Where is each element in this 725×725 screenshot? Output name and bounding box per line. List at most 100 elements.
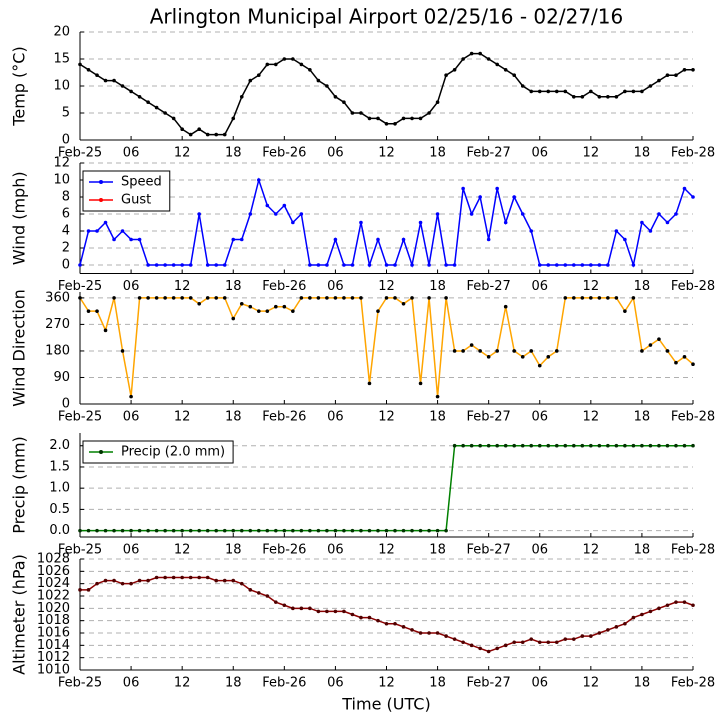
data-point [427, 296, 431, 300]
data-point [435, 631, 440, 635]
data-point [418, 116, 423, 121]
data-point [631, 89, 636, 94]
data-point [350, 296, 355, 300]
data-point [512, 195, 517, 199]
data-point [342, 528, 346, 533]
x-tick-label: 18 [429, 543, 446, 558]
x-tick-label: 06 [327, 543, 344, 558]
data-point [546, 640, 551, 645]
data-point [239, 95, 244, 99]
data-point [452, 263, 457, 267]
data-point [648, 229, 653, 233]
x-tick-label: 12 [378, 410, 395, 425]
data-point [154, 528, 159, 533]
data-point [248, 528, 253, 533]
data-point [623, 621, 627, 626]
x-tick-label: 12 [174, 676, 191, 691]
data-point [401, 625, 406, 629]
data-point [410, 528, 414, 533]
data-point [461, 443, 465, 448]
data-point [274, 600, 278, 604]
y-axis-label: Precip (mm) [10, 436, 29, 534]
x-tick-label: Feb-25 [58, 279, 102, 294]
y-tick-label: 1.5 [49, 459, 70, 474]
data-point [529, 637, 534, 641]
y-tick-label: 1024 [37, 576, 70, 591]
data-point [342, 609, 346, 614]
data-point [256, 591, 261, 595]
data-point [606, 95, 610, 99]
data-point [486, 443, 491, 448]
x-tick-label: Feb-26 [262, 279, 306, 294]
x-tick-label: Feb-28 [671, 410, 715, 425]
data-point [674, 360, 678, 365]
data-point [129, 528, 133, 533]
data-point [95, 528, 99, 533]
x-tick-label: 18 [634, 146, 651, 161]
data-point [648, 609, 653, 614]
data-point [291, 606, 295, 611]
panel: Wind Direction 0 90 180 270 360 Feb-25 06 12 18 Fe… [10, 289, 716, 424]
data-point [682, 600, 687, 604]
data-point [231, 528, 236, 533]
data-point [631, 263, 636, 267]
data-point [120, 229, 125, 233]
x-tick-label: 12 [583, 543, 600, 558]
data-point [486, 57, 491, 61]
data-point [256, 73, 261, 77]
data-point [537, 263, 542, 267]
data-point [325, 296, 329, 300]
y-tick-label: 1016 [37, 626, 70, 641]
data-point [137, 528, 142, 533]
legend-marker [99, 450, 103, 454]
data-point [171, 528, 176, 533]
x-tick-label: Feb-27 [467, 279, 511, 294]
data-point [503, 643, 508, 648]
data-point [572, 443, 576, 448]
data-point [86, 68, 91, 72]
data-point [572, 263, 576, 267]
data-point [171, 116, 176, 121]
data-point [129, 394, 133, 399]
data-point [180, 296, 184, 300]
data-point [282, 203, 287, 208]
data-point [597, 263, 602, 267]
data-point [478, 349, 482, 353]
data-point [444, 73, 448, 77]
x-tick-label: Feb-27 [467, 676, 511, 691]
data-point [469, 643, 474, 648]
data-point [563, 263, 568, 267]
data-point [120, 349, 125, 353]
x-tick-label: 18 [634, 676, 651, 691]
data-point [316, 528, 321, 533]
x-tick-label: 18 [634, 410, 651, 425]
x-tick-label: 06 [123, 146, 140, 161]
data-point [205, 132, 210, 137]
data-point [376, 528, 380, 533]
x-tick-label: 18 [429, 676, 446, 691]
data-point [359, 528, 363, 533]
data-point [188, 296, 193, 300]
data-point [546, 443, 551, 448]
x-tick-label: 18 [429, 410, 446, 425]
x-tick-label: 12 [583, 279, 600, 294]
data-point [78, 263, 82, 267]
data-point [665, 220, 670, 225]
x-tick-label: Feb-25 [58, 543, 102, 558]
data-point [580, 296, 585, 300]
data-point [674, 600, 678, 604]
data-point [86, 229, 91, 233]
data-point [631, 443, 636, 448]
y-tick-label: 4 [62, 224, 70, 239]
data-point [137, 95, 142, 99]
data-point [401, 301, 406, 306]
data-point [512, 73, 517, 77]
data-point [614, 229, 619, 233]
y-tick-label: 360 [45, 290, 70, 305]
data-point [180, 127, 184, 131]
data-point [308, 606, 312, 611]
x-tick-label: 18 [225, 146, 242, 161]
data-point [597, 296, 602, 300]
data-point [554, 443, 559, 448]
data-point [665, 349, 670, 353]
